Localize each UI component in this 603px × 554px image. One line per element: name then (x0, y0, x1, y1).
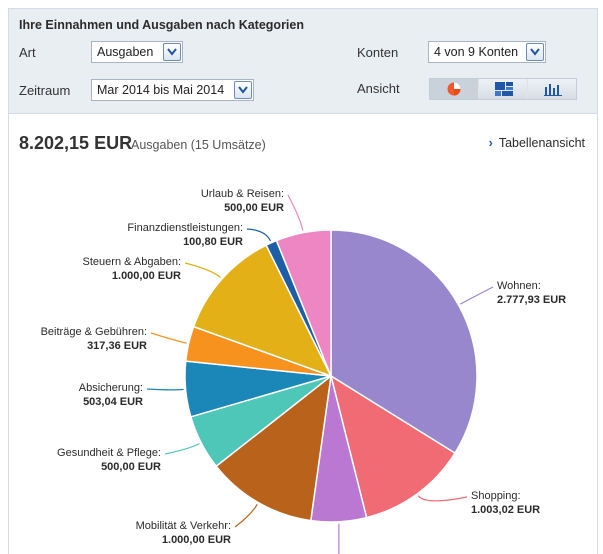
slice-value: 1.000,00 EUR (112, 270, 181, 282)
slice-label: Wohnen: (497, 280, 541, 292)
pie-slice[interactable] (329, 374, 457, 519)
pie-slice[interactable] (330, 229, 478, 455)
zeitraum-select[interactable]: Mar 2014 bis Mai 2014 (91, 79, 254, 101)
slice-label: Absicherung: (79, 382, 143, 394)
leader-line (234, 504, 258, 528)
bar-view-button[interactable] (528, 79, 576, 99)
filter-title: Ihre Einnahmen und Ausgaben nach Kategor… (19, 18, 304, 32)
filter-bar: Ihre Einnahmen und Ausgaben nach Kategor… (9, 9, 597, 114)
slice-label: Mobilität & Verkehr: (136, 520, 231, 532)
zeitraum-select-value: Mar 2014 bis Mai 2014 (97, 83, 225, 97)
slice-value: 1.000,00 EUR (162, 534, 231, 546)
slice-value: 500,00 EUR (224, 202, 284, 214)
total-description: Ausgaben (15 Umsätze) (131, 138, 266, 152)
art-label: Art (19, 45, 36, 60)
leader-line (460, 286, 494, 305)
leader-line (246, 228, 272, 242)
treemap-view-button[interactable] (479, 79, 527, 99)
table-view-label: Tabellenansicht (498, 136, 585, 150)
leader-line (150, 332, 187, 344)
chevron-right-icon: › (488, 136, 493, 150)
slice-value: 1.003,02 EUR (471, 504, 540, 516)
slice-label: Steuern & Abgaben: (83, 256, 181, 268)
bar-chart-icon (544, 84, 562, 96)
slice-value: 317,36 EUR (87, 340, 147, 352)
zeitraum-label: Zeitraum (19, 83, 71, 98)
slice-label: Urlaub & Reisen: (201, 188, 284, 200)
chevron-down-icon[interactable] (163, 43, 181, 61)
pie-slice[interactable] (215, 374, 333, 522)
pie-view-button[interactable] (430, 79, 478, 99)
pie-chart-icon (447, 82, 461, 96)
treemap-icon (495, 82, 513, 96)
pie-slice[interactable] (192, 244, 333, 378)
category-analysis-panel: Ihre Einnahmen und Ausgaben nach Kategor… (8, 8, 598, 554)
pie-slice[interactable] (275, 229, 332, 377)
chevron-down-icon[interactable] (234, 81, 252, 99)
table-view-link[interactable]: › Tabellenansicht (489, 136, 585, 150)
category-pie-chart: Wohnen: 2.777,93 EUR Shopping: 1.003,02 EUR… (41, 188, 566, 554)
slice-value: 100,80 EUR (183, 236, 243, 248)
slice-value: 503,04 EUR (83, 396, 143, 408)
leader-line (184, 262, 221, 278)
konten-select[interactable]: 4 von 9 Konten (428, 41, 546, 63)
slice-label: Gesundheit & Pflege: (57, 447, 161, 459)
view-toggle (429, 78, 577, 100)
art-select[interactable]: Ausgaben (91, 41, 183, 63)
ansicht-label: Ansicht (357, 81, 400, 96)
konten-select-value: 4 von 9 Konten (434, 45, 519, 59)
slice-value: 500,00 EUR (101, 461, 161, 473)
leader-line (164, 443, 200, 455)
leader-line (287, 194, 304, 231)
leader-line (146, 388, 184, 391)
slice-label: Beiträge & Gebühren: (41, 326, 147, 338)
slice-label: Finanzdienstleistungen: (127, 222, 243, 234)
total-amount: 8.202,15 EUR (19, 133, 133, 153)
slice-label: Shopping: (471, 490, 521, 502)
konten-label: Konten (357, 45, 399, 60)
art-select-value: Ausgaben (97, 45, 154, 59)
slice-value: 2.777,93 EUR (497, 294, 566, 306)
chevron-down-icon[interactable] (526, 43, 544, 61)
leader-line (417, 495, 468, 502)
